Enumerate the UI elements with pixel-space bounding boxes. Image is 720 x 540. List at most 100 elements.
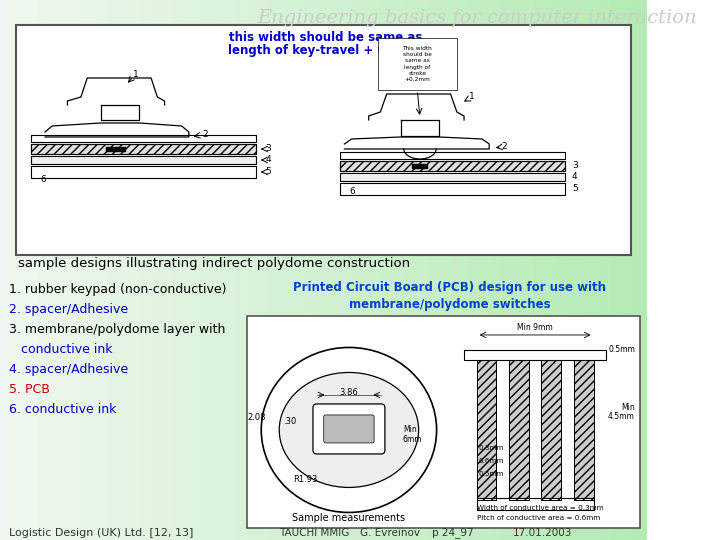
Text: 0.3mm: 0.3mm [478, 445, 504, 451]
Bar [210, 0, 217, 540]
Bar [545, 0, 552, 540]
Bar [474, 0, 481, 540]
Bar [528, 0, 535, 540]
Bar [302, 0, 308, 540]
Text: Sample measurements: Sample measurements [292, 513, 405, 523]
Text: 4. spacer/Adhesive: 4. spacer/Adhesive [9, 363, 128, 376]
Bar [156, 0, 163, 540]
Bar [5, 0, 12, 540]
Bar [32, 166, 256, 178]
Bar [205, 0, 212, 540]
Bar [507, 0, 513, 540]
Bar [221, 0, 228, 540]
Bar [491, 0, 498, 540]
Bar [464, 0, 470, 540]
Text: 3. membrane/polydome layer with: 3. membrane/polydome layer with [9, 323, 225, 336]
Text: 4: 4 [572, 172, 577, 181]
Bar [513, 0, 519, 540]
Text: 3: 3 [572, 161, 577, 171]
Bar [561, 0, 567, 540]
Bar [626, 0, 632, 540]
Text: 6: 6 [349, 187, 355, 197]
Bar [412, 164, 428, 169]
Bar [54, 0, 60, 540]
Bar [324, 0, 330, 540]
Text: 0.5mm: 0.5mm [608, 345, 635, 354]
Polygon shape [401, 120, 439, 136]
Bar [541, 360, 561, 500]
Bar [356, 0, 362, 540]
Bar [329, 0, 336, 540]
Text: 1: 1 [469, 92, 474, 102]
Bar [437, 0, 444, 540]
Text: conductive ink: conductive ink [9, 343, 112, 356]
Bar [410, 0, 416, 540]
Bar [270, 0, 276, 540]
Text: 0.6mm: 0.6mm [478, 458, 504, 464]
Bar [70, 0, 76, 540]
Bar [415, 0, 422, 540]
Bar [135, 0, 141, 540]
Bar [574, 360, 593, 500]
Bar [173, 0, 179, 540]
Bar [194, 0, 201, 540]
Bar [335, 0, 341, 540]
Ellipse shape [279, 373, 418, 488]
Bar [124, 0, 130, 540]
Bar [11, 0, 17, 540]
Bar [389, 0, 395, 540]
Bar [378, 38, 457, 90]
Bar [81, 0, 87, 540]
Bar [567, 0, 573, 540]
Bar [16, 0, 22, 540]
Bar [281, 0, 287, 540]
Bar [443, 0, 449, 540]
Bar [313, 0, 319, 540]
Polygon shape [369, 94, 464, 120]
Bar [642, 0, 649, 540]
Bar [76, 0, 82, 540]
Bar [178, 0, 184, 540]
Bar [523, 0, 530, 540]
Bar [477, 360, 496, 500]
Bar [97, 0, 104, 540]
Text: 1. rubber keypad (non-conductive): 1. rubber keypad (non-conductive) [9, 284, 227, 296]
Bar [340, 183, 564, 195]
Bar [32, 144, 256, 154]
Bar [238, 0, 243, 540]
Bar [394, 0, 400, 540]
Bar [227, 0, 233, 540]
Bar [232, 0, 238, 540]
Bar [509, 360, 528, 500]
Text: p 24_97: p 24_97 [432, 528, 473, 538]
Text: 2: 2 [202, 131, 208, 139]
Text: R1.93: R1.93 [294, 475, 318, 484]
FancyBboxPatch shape [324, 415, 374, 443]
Bar [253, 0, 260, 540]
Ellipse shape [261, 347, 436, 512]
Text: 2: 2 [502, 143, 508, 152]
Bar [509, 360, 528, 500]
Bar [556, 0, 562, 540]
Bar [130, 0, 136, 540]
Text: 6mm: 6mm [403, 435, 423, 444]
Bar [477, 498, 593, 510]
Bar [318, 0, 325, 540]
Bar [167, 0, 174, 540]
Bar [106, 147, 126, 152]
Bar [307, 0, 314, 540]
Text: .30: .30 [283, 417, 296, 426]
Bar [297, 0, 303, 540]
Text: 5: 5 [572, 185, 577, 193]
Text: Engineering basics for computer interaction: Engineering basics for computer interact… [257, 9, 696, 27]
Bar [216, 0, 222, 540]
Bar [162, 0, 168, 540]
Text: 6. conductive ink: 6. conductive ink [9, 403, 117, 416]
Text: 3.86: 3.86 [340, 388, 359, 397]
Bar [48, 0, 55, 540]
Text: this width should be same as: this width should be same as [229, 31, 422, 44]
Bar [574, 360, 593, 500]
Bar [367, 0, 373, 540]
Bar [286, 0, 292, 540]
Bar [502, 0, 508, 540]
